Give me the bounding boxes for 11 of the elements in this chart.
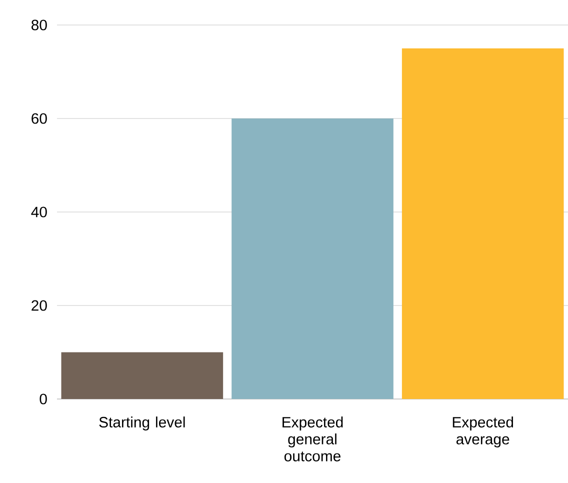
x-tick-label: Expected average [452, 416, 514, 448]
y-tick-label: 40 [31, 206, 47, 218]
x-tick-label: Starting level [99, 416, 185, 430]
bar [61, 352, 224, 399]
y-tick-label: 20 [32, 300, 47, 311]
y-tick-label: 60 [32, 113, 47, 124]
x-tick-label: Expected general outcome [282, 416, 343, 462]
bar [232, 118, 394, 399]
y-tick-label: 0 [40, 394, 47, 404]
y-tick-label: 80 [32, 20, 47, 30]
bar [402, 48, 564, 399]
